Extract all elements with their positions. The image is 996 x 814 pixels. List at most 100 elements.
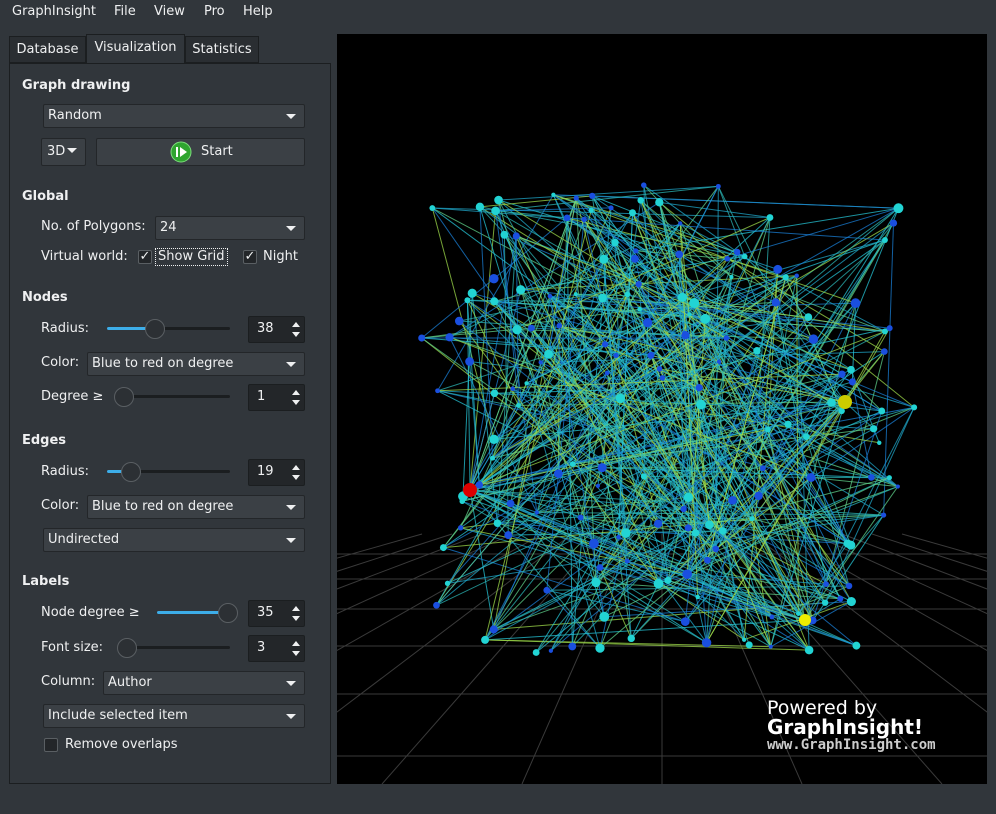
edge	[469, 217, 771, 491]
play-icon	[170, 141, 192, 163]
color-combo[interactable]: Blue to red on degree	[87, 495, 305, 519]
edge	[503, 234, 509, 536]
node	[490, 297, 499, 306]
floor-line	[721, 533, 943, 784]
menu-item[interactable]: Pro	[204, 4, 225, 19]
edge	[557, 217, 568, 474]
edge	[515, 235, 826, 603]
node	[573, 292, 578, 297]
column-combo[interactable]: Author	[103, 671, 305, 695]
edge	[557, 251, 738, 474]
edge	[516, 235, 852, 371]
edge	[583, 219, 641, 310]
dimension-button[interactable]: 3D	[41, 138, 86, 166]
node	[846, 597, 856, 607]
node	[729, 274, 734, 280]
node	[556, 322, 563, 329]
graph-viewport[interactable]: Powered by GraphInsight! www.GraphInsigh…	[337, 34, 987, 784]
checkbox[interactable]: ✓	[138, 249, 152, 264]
slider-thumb[interactable]	[117, 638, 137, 658]
edge	[437, 194, 554, 392]
checkbox-label[interactable]: Show Grid	[155, 248, 228, 266]
edge	[686, 318, 706, 575]
edge	[647, 239, 886, 324]
start-button[interactable]: Start	[96, 138, 305, 166]
direction-combo[interactable]: Undirected	[43, 528, 305, 552]
node	[433, 601, 440, 609]
menu-item[interactable]: View	[154, 4, 185, 19]
node	[653, 578, 664, 589]
edge	[498, 199, 551, 297]
node	[615, 393, 626, 404]
node	[445, 333, 454, 342]
edge	[751, 518, 851, 546]
checkbox-label[interactable]: Night	[263, 249, 298, 264]
menu-item[interactable]: File	[114, 4, 136, 19]
node	[881, 512, 887, 518]
slider-thumb[interactable]	[121, 462, 141, 482]
node	[728, 496, 737, 505]
polygons-combo[interactable]: 24	[155, 216, 305, 240]
node	[489, 434, 499, 445]
edge	[469, 489, 538, 513]
edge	[553, 194, 728, 260]
tab[interactable]: Database	[9, 36, 86, 63]
node	[680, 505, 687, 513]
node	[678, 221, 683, 226]
edge	[667, 508, 685, 581]
spinbox[interactable]: 1	[248, 384, 305, 411]
node	[715, 183, 721, 189]
edge	[460, 527, 688, 575]
node	[653, 519, 663, 528]
node	[591, 577, 601, 588]
spinbox[interactable]: 38	[248, 316, 305, 343]
edge	[462, 500, 857, 647]
checkbox[interactable]: ✓	[243, 249, 257, 264]
node	[457, 525, 464, 531]
edge	[630, 401, 846, 639]
edge	[618, 536, 857, 647]
menu-item[interactable]: Help	[243, 4, 273, 19]
node	[527, 324, 535, 332]
slider-track	[114, 395, 230, 398]
menu-item[interactable]: GraphInsight	[12, 4, 96, 19]
edge	[602, 467, 872, 478]
edge	[743, 601, 852, 641]
slider-thumb[interactable]	[145, 319, 165, 339]
edge	[536, 511, 806, 621]
edge	[571, 527, 689, 647]
node	[439, 544, 447, 552]
edge	[640, 200, 683, 298]
node	[799, 614, 811, 626]
slider-fill	[107, 327, 155, 330]
color-combo[interactable]: Blue to red on degree	[87, 352, 305, 376]
slider-thumb[interactable]	[114, 387, 134, 407]
node	[682, 569, 693, 579]
edge	[708, 276, 732, 525]
node	[889, 219, 898, 227]
checkbox-label[interactable]: Remove overlaps	[65, 737, 178, 752]
layout-combo[interactable]: Random	[43, 104, 305, 128]
edge	[559, 325, 700, 389]
edge	[469, 489, 601, 649]
spinbox[interactable]: 3	[248, 635, 305, 662]
spinbox[interactable]: 19	[248, 459, 305, 486]
include-combo[interactable]: Include selected item	[43, 704, 305, 728]
node	[601, 341, 609, 348]
tab-active[interactable]: Visualization	[86, 34, 185, 64]
node	[848, 378, 856, 386]
edge	[558, 325, 708, 561]
node	[782, 274, 789, 281]
edge	[443, 338, 814, 549]
checkbox[interactable]	[44, 738, 58, 752]
spinbox[interactable]: 35	[248, 600, 305, 627]
edge	[443, 344, 606, 548]
edge	[458, 320, 857, 647]
tab[interactable]: Statistics	[185, 36, 259, 63]
slider-thumb[interactable]	[218, 603, 238, 623]
edge	[518, 404, 826, 604]
node	[827, 398, 836, 407]
node	[893, 203, 904, 214]
label: Color:	[41, 498, 80, 513]
